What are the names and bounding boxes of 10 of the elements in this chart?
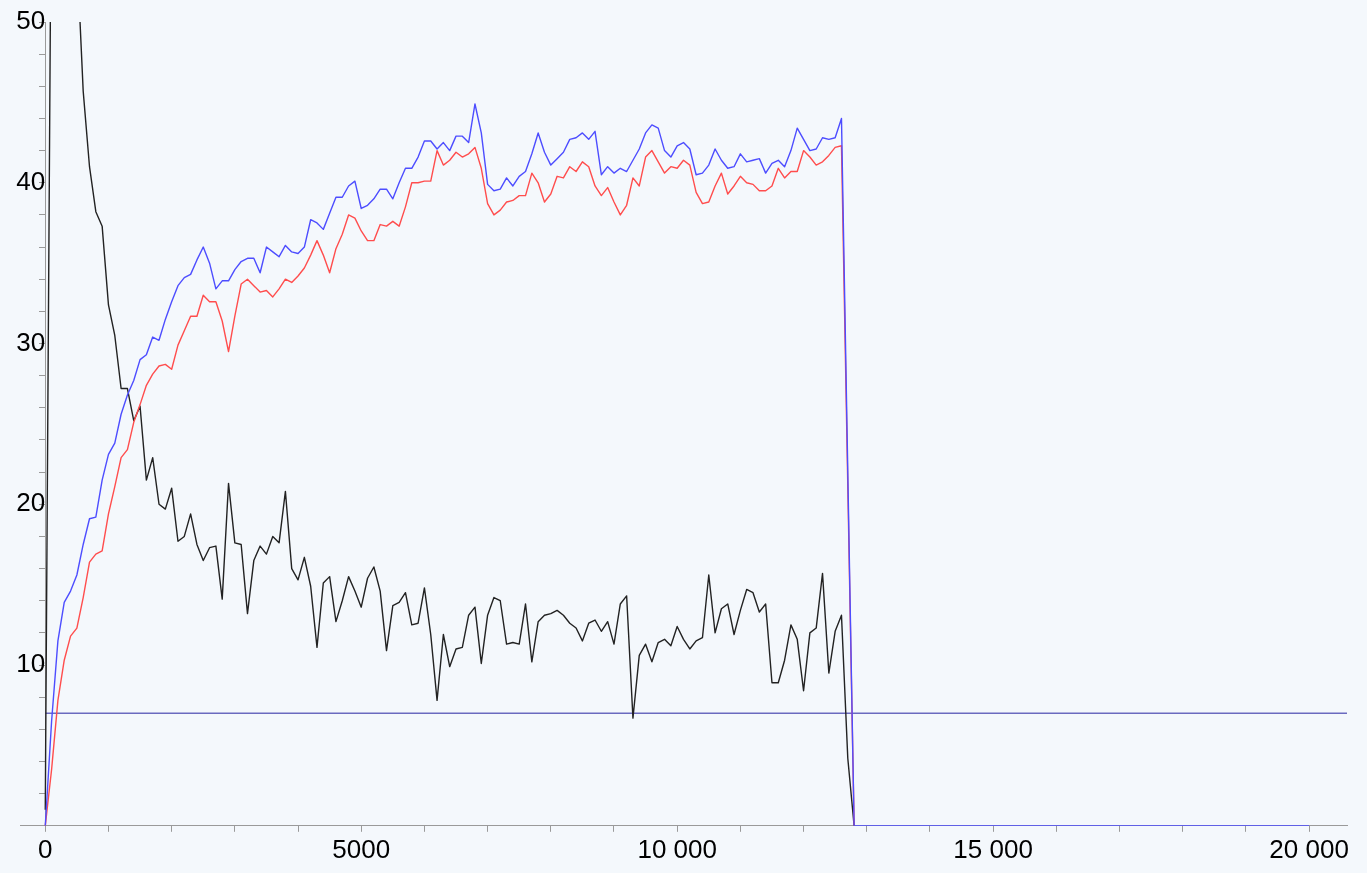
x-tick-label: 15 000 (953, 833, 1033, 864)
x-tick-label: 0 (38, 833, 53, 864)
y-tick-label: 40 (16, 165, 46, 196)
x-tick-label: 20 000 (1269, 833, 1349, 864)
y-tick-label: 30 (16, 326, 46, 357)
y-tick-label: 10 (16, 648, 46, 679)
y-tick-label: 20 (16, 487, 46, 518)
y-tick-label: 50 (16, 5, 46, 36)
x-tick-label: 5000 (332, 833, 391, 864)
x-tick-label: 10 000 (637, 833, 717, 864)
